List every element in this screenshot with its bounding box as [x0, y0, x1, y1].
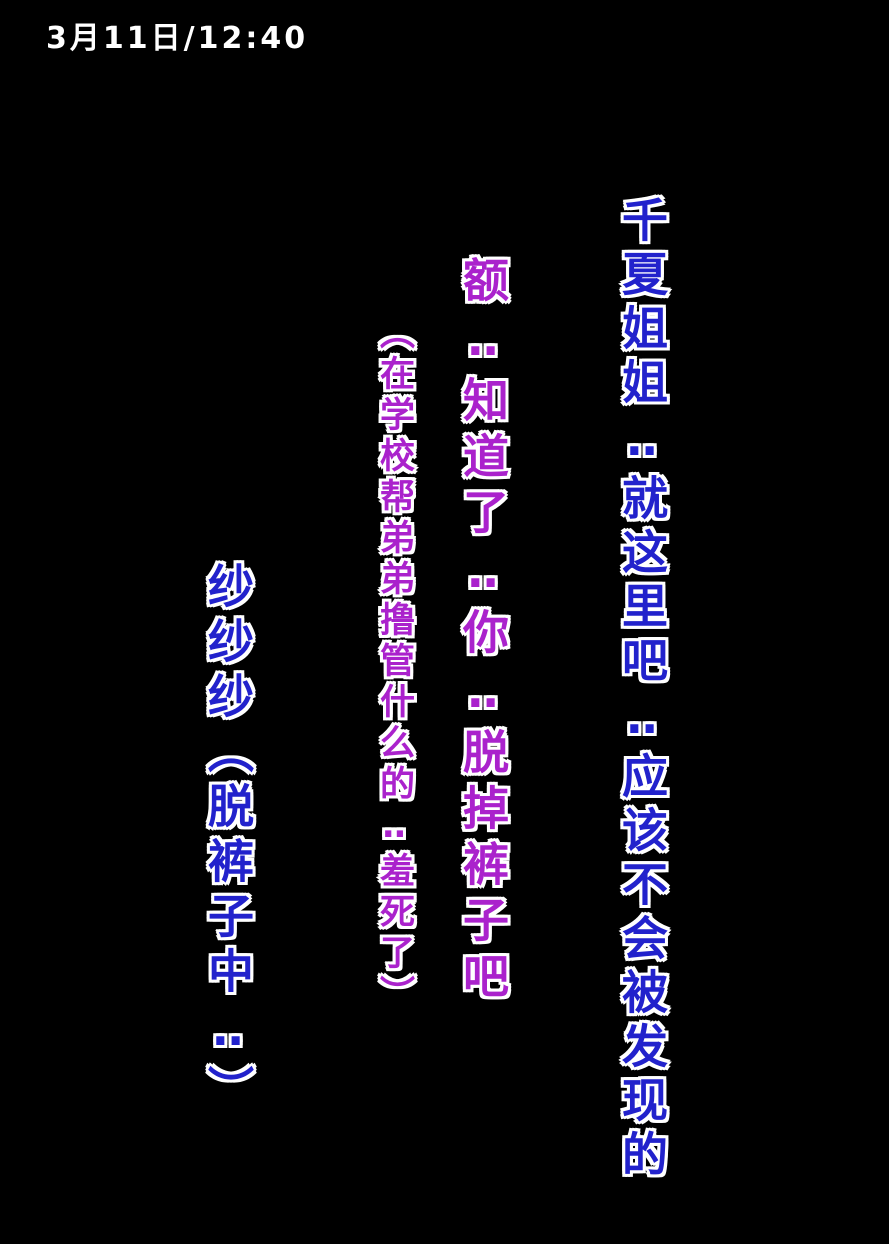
- dialogue-line-3: （在学校帮弟弟撸管什么的‥羞死了）: [372, 312, 416, 1018]
- dialogue-line-1: 千夏姐姐‥就这里吧‥应该不会被发现的: [613, 194, 671, 1186]
- dialogue-line-4: 纱纱纱（脱裤子中‥）: [199, 560, 257, 1122]
- timestamp-label: 3月11日/12:40: [44, 20, 309, 58]
- dialogue-line-2: 额‥知道了‥你‥脱掉裤子吧: [454, 254, 512, 1010]
